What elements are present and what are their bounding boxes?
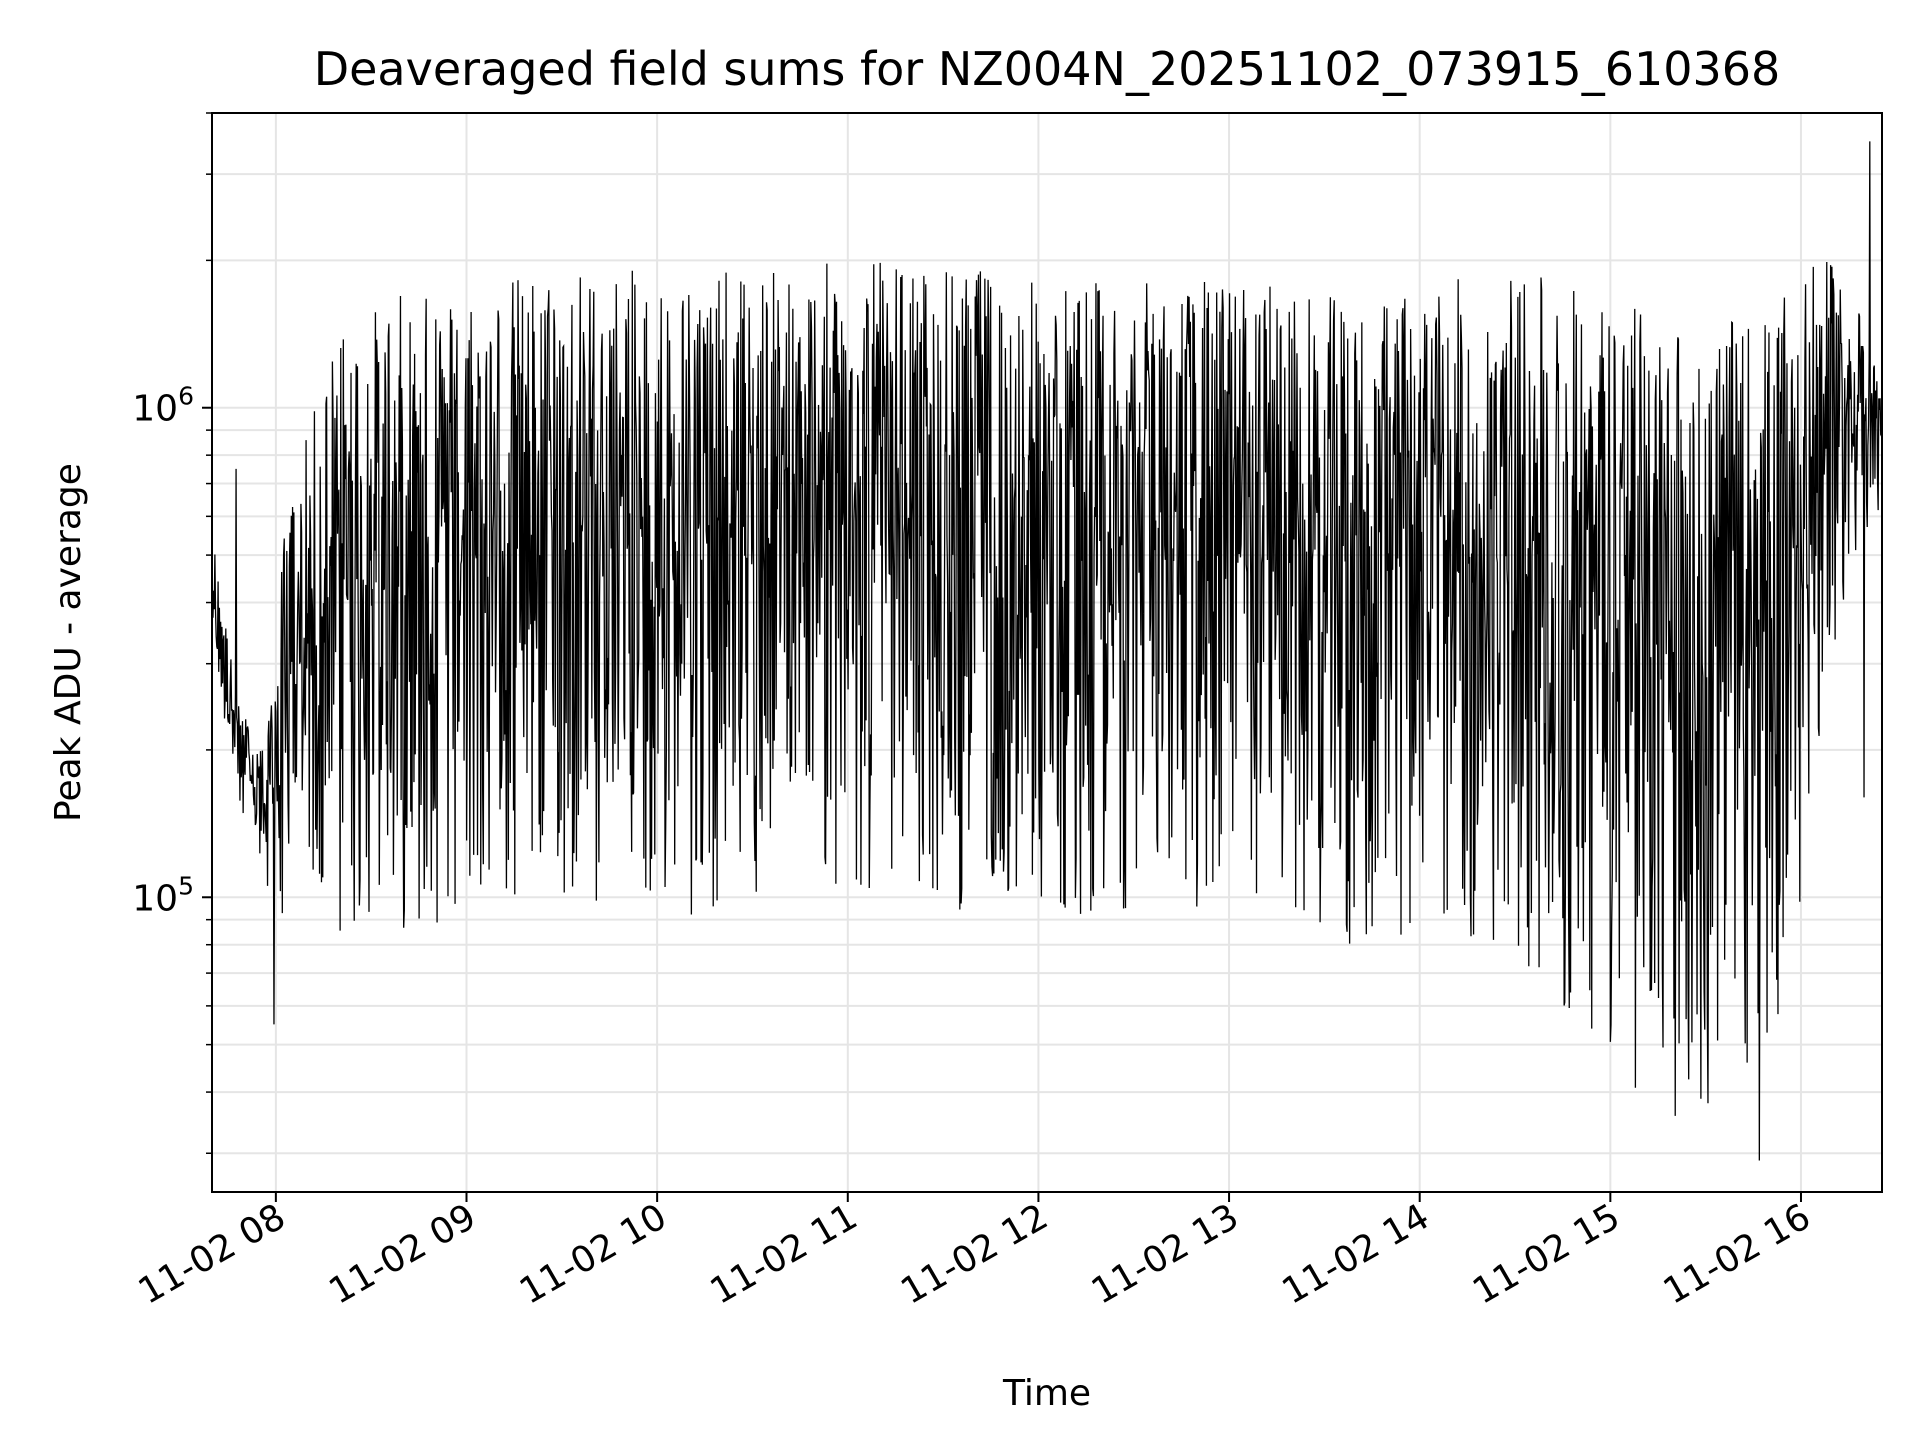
y-tick-exponent: 6 bbox=[178, 382, 194, 411]
x-axis-label: Time bbox=[1002, 1373, 1091, 1414]
series-line bbox=[212, 141, 1883, 1161]
y-tick-base: 10 bbox=[132, 389, 178, 430]
y-tick-label: 106 bbox=[132, 382, 194, 430]
y-tick-base: 10 bbox=[132, 878, 178, 919]
chart-title: Deaveraged field sums for NZ004N_2025110… bbox=[314, 42, 1781, 96]
series-layer bbox=[212, 141, 1883, 1161]
y-tick-label: 105 bbox=[132, 871, 194, 919]
y-axis-label: Peak ADU - average bbox=[48, 463, 89, 822]
plot-frame bbox=[211, 112, 1883, 1193]
y-tick-exponent: 5 bbox=[178, 871, 194, 900]
